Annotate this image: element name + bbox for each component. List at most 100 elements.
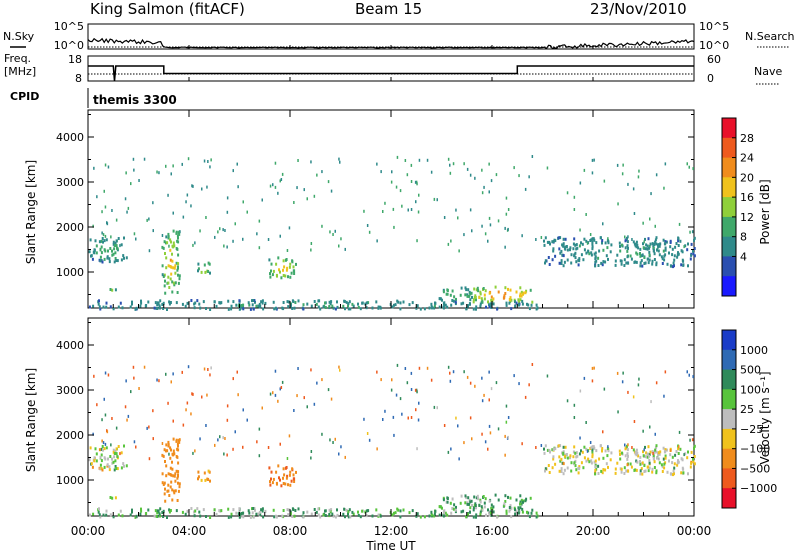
power-cell <box>193 306 196 310</box>
power-cell <box>132 157 135 161</box>
velocity-cell <box>635 448 638 452</box>
velocity-cell <box>597 472 600 475</box>
power-cell <box>129 305 132 309</box>
power-cell <box>655 173 658 177</box>
velocity-cell <box>215 512 218 516</box>
power-cell <box>242 303 245 307</box>
velocity-cell <box>585 459 588 463</box>
velocity-cell <box>505 511 508 515</box>
velocity-cell <box>410 371 413 375</box>
velocity-cell <box>328 512 331 516</box>
power-cell <box>242 307 245 311</box>
power-cell <box>543 239 545 243</box>
velocity-cell <box>507 435 509 439</box>
velocity-cell <box>444 511 447 515</box>
power-cell <box>647 261 650 265</box>
velocity-cell <box>159 507 162 511</box>
y-tick-label: 1000 <box>56 474 84 487</box>
y-tick-label: 4000 <box>56 339 84 352</box>
power-cell <box>481 168 483 172</box>
power-cell <box>205 307 207 310</box>
power-cell <box>174 281 177 285</box>
power-cell <box>101 260 104 264</box>
velocity-cell <box>686 370 688 374</box>
power-cell <box>594 264 597 268</box>
power-cell <box>677 244 680 247</box>
power-cell <box>687 242 689 246</box>
velocity-cell <box>519 494 522 498</box>
velocity-cell <box>478 503 481 507</box>
velocity-cell <box>554 462 557 466</box>
power-cell <box>629 254 632 258</box>
power-cell <box>668 251 670 255</box>
power-cell <box>602 260 605 264</box>
velocity-cell <box>655 450 658 454</box>
velocity-cell <box>286 457 289 460</box>
velocity-cell <box>626 444 628 448</box>
velocity-cell <box>494 493 497 497</box>
velocity-cell <box>252 515 255 519</box>
velocity-cell <box>172 489 175 493</box>
velocity-cell <box>175 438 178 442</box>
power-cell <box>357 302 359 306</box>
power-cell <box>495 173 498 177</box>
power-cell <box>268 258 271 262</box>
velocity-cell <box>563 454 566 458</box>
power-cell <box>476 286 479 290</box>
velocity-cell <box>181 510 184 514</box>
power-cell <box>639 252 641 255</box>
power-cell <box>101 231 103 235</box>
power-cell <box>197 267 200 271</box>
power-cell <box>104 163 107 167</box>
power-cell <box>327 180 330 184</box>
velocity-cell <box>647 469 650 473</box>
power-cell <box>106 255 109 259</box>
power-cell <box>272 300 275 304</box>
power-cell <box>560 259 563 263</box>
velocity-cell <box>529 496 532 500</box>
velocity-cell <box>399 397 402 401</box>
velocity-cell <box>126 418 128 422</box>
velocity-cell <box>591 450 594 454</box>
velocity-cell <box>605 462 608 466</box>
power-cell <box>659 242 662 246</box>
power-cell <box>653 252 656 256</box>
velocity-cell <box>657 457 660 461</box>
velocity-cell <box>162 454 165 458</box>
velocity-cell <box>261 507 264 511</box>
velocity-cell <box>106 463 109 467</box>
power-cell <box>262 307 265 311</box>
power-cell <box>578 244 581 248</box>
velocity-cell <box>669 472 672 476</box>
power-cell <box>140 301 143 305</box>
velocity-cell <box>227 515 230 519</box>
power-cell <box>654 240 657 244</box>
velocity-cell <box>242 515 245 519</box>
velocity-cell <box>193 510 196 514</box>
power-cell <box>172 164 174 168</box>
x-tick-label: 12:00 <box>374 524 409 538</box>
power-cell <box>122 254 125 258</box>
velocity-cell <box>171 467 174 471</box>
velocity-cell <box>566 456 569 460</box>
velocity-cell <box>623 466 626 470</box>
velocity-cell <box>565 453 568 456</box>
power-cell <box>161 264 164 268</box>
power-cell <box>642 221 644 225</box>
power-cell <box>347 307 350 311</box>
velocity-cell <box>164 499 167 503</box>
velocity-cell <box>222 436 224 440</box>
velocity-cell <box>509 504 512 508</box>
power-cell <box>395 185 398 189</box>
velocity-cell <box>548 471 551 474</box>
velocity-cell <box>258 510 261 514</box>
velocity-colorbar-segment <box>722 488 736 509</box>
power-cell <box>282 301 285 304</box>
velocity-cell <box>371 514 374 518</box>
power-cell <box>459 293 462 297</box>
velocity-cell <box>115 452 118 456</box>
power-cell <box>272 183 274 187</box>
power-cell <box>203 159 206 163</box>
power-cell <box>647 237 650 241</box>
power-cell <box>575 260 578 264</box>
